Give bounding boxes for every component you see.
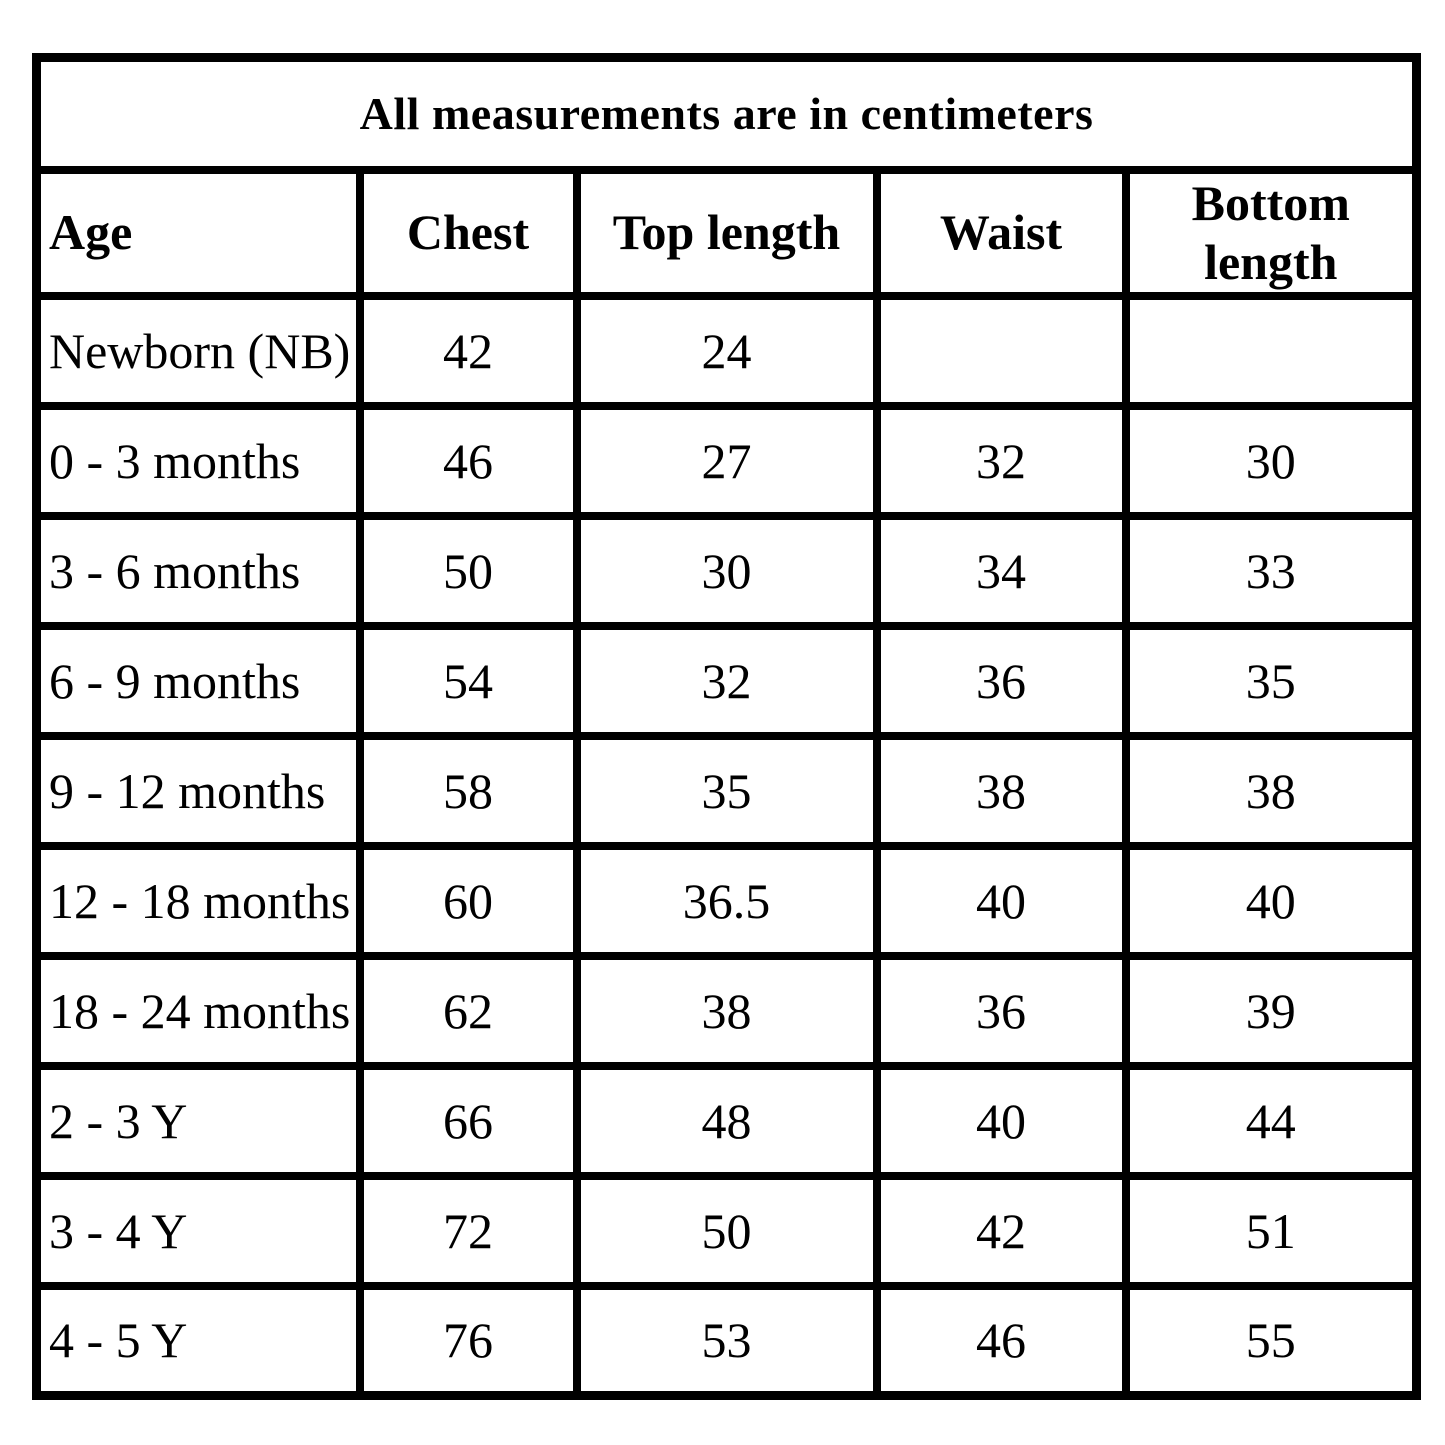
table-title-row: All measurements are in centimeters	[32, 53, 1421, 174]
column-header-bottom-length: Bottom length	[1121, 165, 1421, 300]
table-row: 4 - 5 Y 76 53 46 55	[32, 1281, 1421, 1400]
age-cell: 2 - 3 Y	[32, 1061, 364, 1180]
value-cell: 42	[355, 291, 581, 410]
value-cell: 27	[572, 401, 881, 520]
value-cell: 48	[572, 1061, 881, 1180]
age-cell: 3 - 4 Y	[32, 1171, 364, 1290]
table-row: 3 - 4 Y 72 50 42 51	[32, 1171, 1421, 1290]
size-chart-table: All measurements are in centimeters Age …	[32, 53, 1422, 1400]
age-cell: 18 - 24 months	[32, 951, 364, 1070]
value-cell	[1121, 291, 1421, 410]
value-cell: 50	[572, 1171, 881, 1290]
column-header-age: Age	[32, 165, 364, 300]
table-row: Newborn (NB) 42 24	[32, 291, 1421, 410]
value-cell: 36	[872, 621, 1130, 740]
column-header-chest: Chest	[355, 165, 581, 300]
value-cell: 51	[1121, 1171, 1421, 1290]
value-cell: 54	[355, 621, 581, 740]
value-cell: 32	[872, 401, 1130, 520]
value-cell: 35	[572, 731, 881, 850]
value-cell: 66	[355, 1061, 581, 1180]
value-cell: 36.5	[572, 841, 881, 960]
value-cell: 34	[872, 511, 1130, 630]
age-cell: 9 - 12 months	[32, 731, 364, 850]
value-cell: 38	[872, 731, 1130, 850]
value-cell: 36	[872, 951, 1130, 1070]
value-cell: 39	[1121, 951, 1421, 1070]
table-row: 3 - 6 months 50 30 34 33	[32, 511, 1421, 630]
value-cell: 46	[872, 1281, 1130, 1400]
age-cell: 3 - 6 months	[32, 511, 364, 630]
value-cell: 30	[572, 511, 881, 630]
value-cell: 76	[355, 1281, 581, 1400]
table-row: 9 - 12 months 58 35 38 38	[32, 731, 1421, 850]
column-header-waist: Waist	[872, 165, 1130, 300]
value-cell: 72	[355, 1171, 581, 1290]
value-cell: 33	[1121, 511, 1421, 630]
value-cell: 24	[572, 291, 881, 410]
value-cell: 46	[355, 401, 581, 520]
age-cell: Newborn (NB)	[32, 291, 364, 410]
value-cell: 40	[872, 841, 1130, 960]
table-header-row: Age Chest Top length Waist Bottom length	[32, 165, 1421, 300]
table-row: 2 - 3 Y 66 48 40 44	[32, 1061, 1421, 1180]
value-cell: 42	[872, 1171, 1130, 1290]
value-cell: 53	[572, 1281, 881, 1400]
value-cell: 38	[572, 951, 881, 1070]
table-row: 6 - 9 months 54 32 36 35	[32, 621, 1421, 740]
table-row: 18 - 24 months 62 38 36 39	[32, 951, 1421, 1070]
age-cell: 6 - 9 months	[32, 621, 364, 740]
value-cell: 35	[1121, 621, 1421, 740]
value-cell	[872, 291, 1130, 410]
table-row: 12 - 18 months 60 36.5 40 40	[32, 841, 1421, 960]
value-cell: 44	[1121, 1061, 1421, 1180]
table-title: All measurements are in centimeters	[32, 53, 1421, 174]
age-cell: 0 - 3 months	[32, 401, 364, 520]
value-cell: 40	[1121, 841, 1421, 960]
value-cell: 38	[1121, 731, 1421, 850]
value-cell: 62	[355, 951, 581, 1070]
value-cell: 50	[355, 511, 581, 630]
age-cell: 4 - 5 Y	[32, 1281, 364, 1400]
value-cell: 58	[355, 731, 581, 850]
value-cell: 30	[1121, 401, 1421, 520]
age-cell: 12 - 18 months	[32, 841, 364, 960]
column-header-top-length: Top length	[572, 165, 881, 300]
value-cell: 40	[872, 1061, 1130, 1180]
value-cell: 55	[1121, 1281, 1421, 1400]
table-row: 0 - 3 months 46 27 32 30	[32, 401, 1421, 520]
value-cell: 32	[572, 621, 881, 740]
value-cell: 60	[355, 841, 581, 960]
